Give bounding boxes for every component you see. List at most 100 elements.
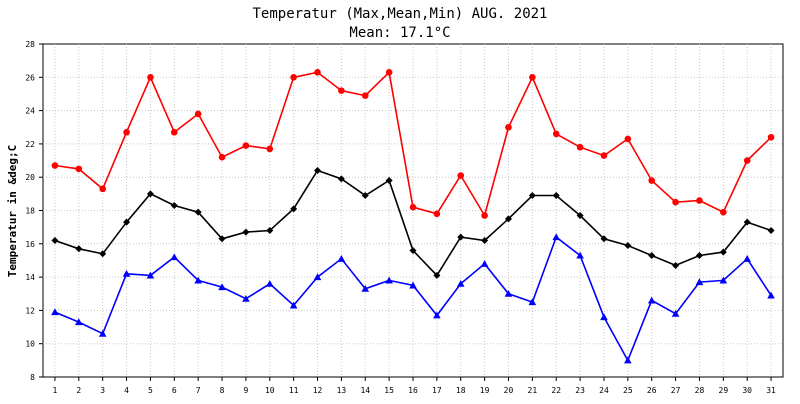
- point-mean: [123, 218, 131, 226]
- x-tick-label: 1: [53, 386, 58, 395]
- point-mean: [361, 192, 369, 200]
- point-max: [75, 165, 83, 173]
- point-min: [170, 253, 179, 261]
- y-tick-label: 20: [25, 173, 35, 182]
- point-mean: [170, 202, 178, 210]
- point-min: [313, 273, 322, 281]
- point-mean: [99, 250, 107, 258]
- point-mean: [433, 271, 441, 279]
- point-mean: [218, 235, 226, 243]
- point-min: [695, 278, 704, 286]
- point-min: [265, 279, 274, 287]
- x-tick-label: 26: [647, 386, 657, 395]
- point-max: [481, 212, 488, 219]
- x-tick-label: 21: [528, 386, 538, 395]
- point-mean: [504, 215, 512, 223]
- point-min: [51, 308, 59, 316]
- x-tick-label: 18: [456, 386, 466, 395]
- point-min: [385, 276, 393, 284]
- point-max: [290, 74, 297, 81]
- x-tick-label: 23: [575, 386, 585, 395]
- point-min: [75, 318, 83, 326]
- point-mean: [743, 218, 751, 226]
- point-mean: [290, 205, 298, 213]
- point-mean: [51, 236, 59, 244]
- x-tick-label: 14: [360, 386, 370, 395]
- point-min: [480, 259, 489, 267]
- point-min: [552, 233, 561, 241]
- y-tick-label: 28: [25, 40, 35, 49]
- x-tick-label: 13: [337, 386, 347, 395]
- point-max: [314, 69, 321, 76]
- point-min: [194, 276, 202, 284]
- point-min: [719, 276, 728, 284]
- point-mean: [409, 246, 417, 254]
- x-tick-label: 2: [76, 386, 81, 395]
- x-tick-label: 6: [172, 386, 177, 395]
- point-max: [552, 130, 560, 138]
- point-min: [647, 296, 656, 304]
- point-min: [576, 251, 584, 259]
- x-tick-label: 11: [289, 386, 299, 395]
- point-mean: [552, 192, 560, 200]
- x-tick-label: 16: [408, 386, 418, 395]
- point-mean: [481, 236, 489, 244]
- point-mean: [314, 167, 322, 175]
- point-min: [671, 309, 680, 317]
- point-max: [242, 142, 250, 149]
- x-tick-label: 24: [599, 386, 609, 395]
- x-tick-label: 27: [671, 386, 681, 395]
- point-max: [409, 203, 417, 211]
- point-max: [505, 123, 512, 131]
- point-min: [242, 294, 250, 302]
- point-max: [576, 143, 584, 151]
- x-tick-label: 7: [196, 386, 201, 395]
- point-min: [767, 291, 775, 299]
- point-mean: [624, 241, 632, 249]
- point-mean: [767, 226, 775, 234]
- point-mean: [576, 211, 584, 219]
- point-min: [98, 329, 107, 337]
- point-mean: [528, 192, 536, 200]
- x-tick-label: 22: [551, 386, 561, 395]
- point-min: [122, 269, 131, 277]
- x-tick-label: 17: [432, 386, 442, 395]
- point-mean: [695, 251, 703, 259]
- point-mean: [600, 235, 608, 243]
- point-max: [123, 128, 130, 136]
- point-max: [457, 172, 465, 179]
- point-max: [767, 133, 775, 141]
- x-tick-label: 15: [384, 386, 394, 395]
- x-tick-label: 9: [243, 386, 248, 395]
- point-min: [361, 284, 370, 292]
- point-max: [720, 208, 727, 216]
- x-tick-label: 5: [148, 386, 153, 395]
- point-mean: [457, 233, 465, 241]
- x-tick-label: 30: [742, 386, 752, 395]
- x-tick-label: 25: [623, 386, 633, 395]
- point-max: [433, 210, 441, 218]
- point-mean: [719, 248, 727, 256]
- point-min: [337, 254, 346, 262]
- point-mean: [75, 245, 83, 253]
- y-tick-label: 14: [25, 273, 35, 282]
- point-max: [624, 135, 632, 143]
- point-max: [51, 162, 59, 169]
- chart-subtitle: Mean: 17.1°C: [349, 25, 450, 41]
- x-tick-label: 19: [480, 386, 490, 395]
- y-tick-label: 16: [25, 240, 35, 249]
- point-min: [743, 254, 751, 262]
- point-min: [504, 289, 513, 297]
- x-tick-label: 4: [124, 386, 129, 395]
- point-min: [146, 271, 155, 279]
- y-axis-label: Temperatur in &deg;C: [6, 145, 19, 277]
- point-mean: [672, 261, 680, 269]
- point-max: [529, 74, 536, 81]
- point-max: [266, 145, 274, 153]
- y-tick-label: 24: [25, 107, 35, 116]
- y-tick-label: 12: [25, 306, 35, 315]
- point-max: [361, 92, 369, 99]
- point-max: [648, 177, 656, 184]
